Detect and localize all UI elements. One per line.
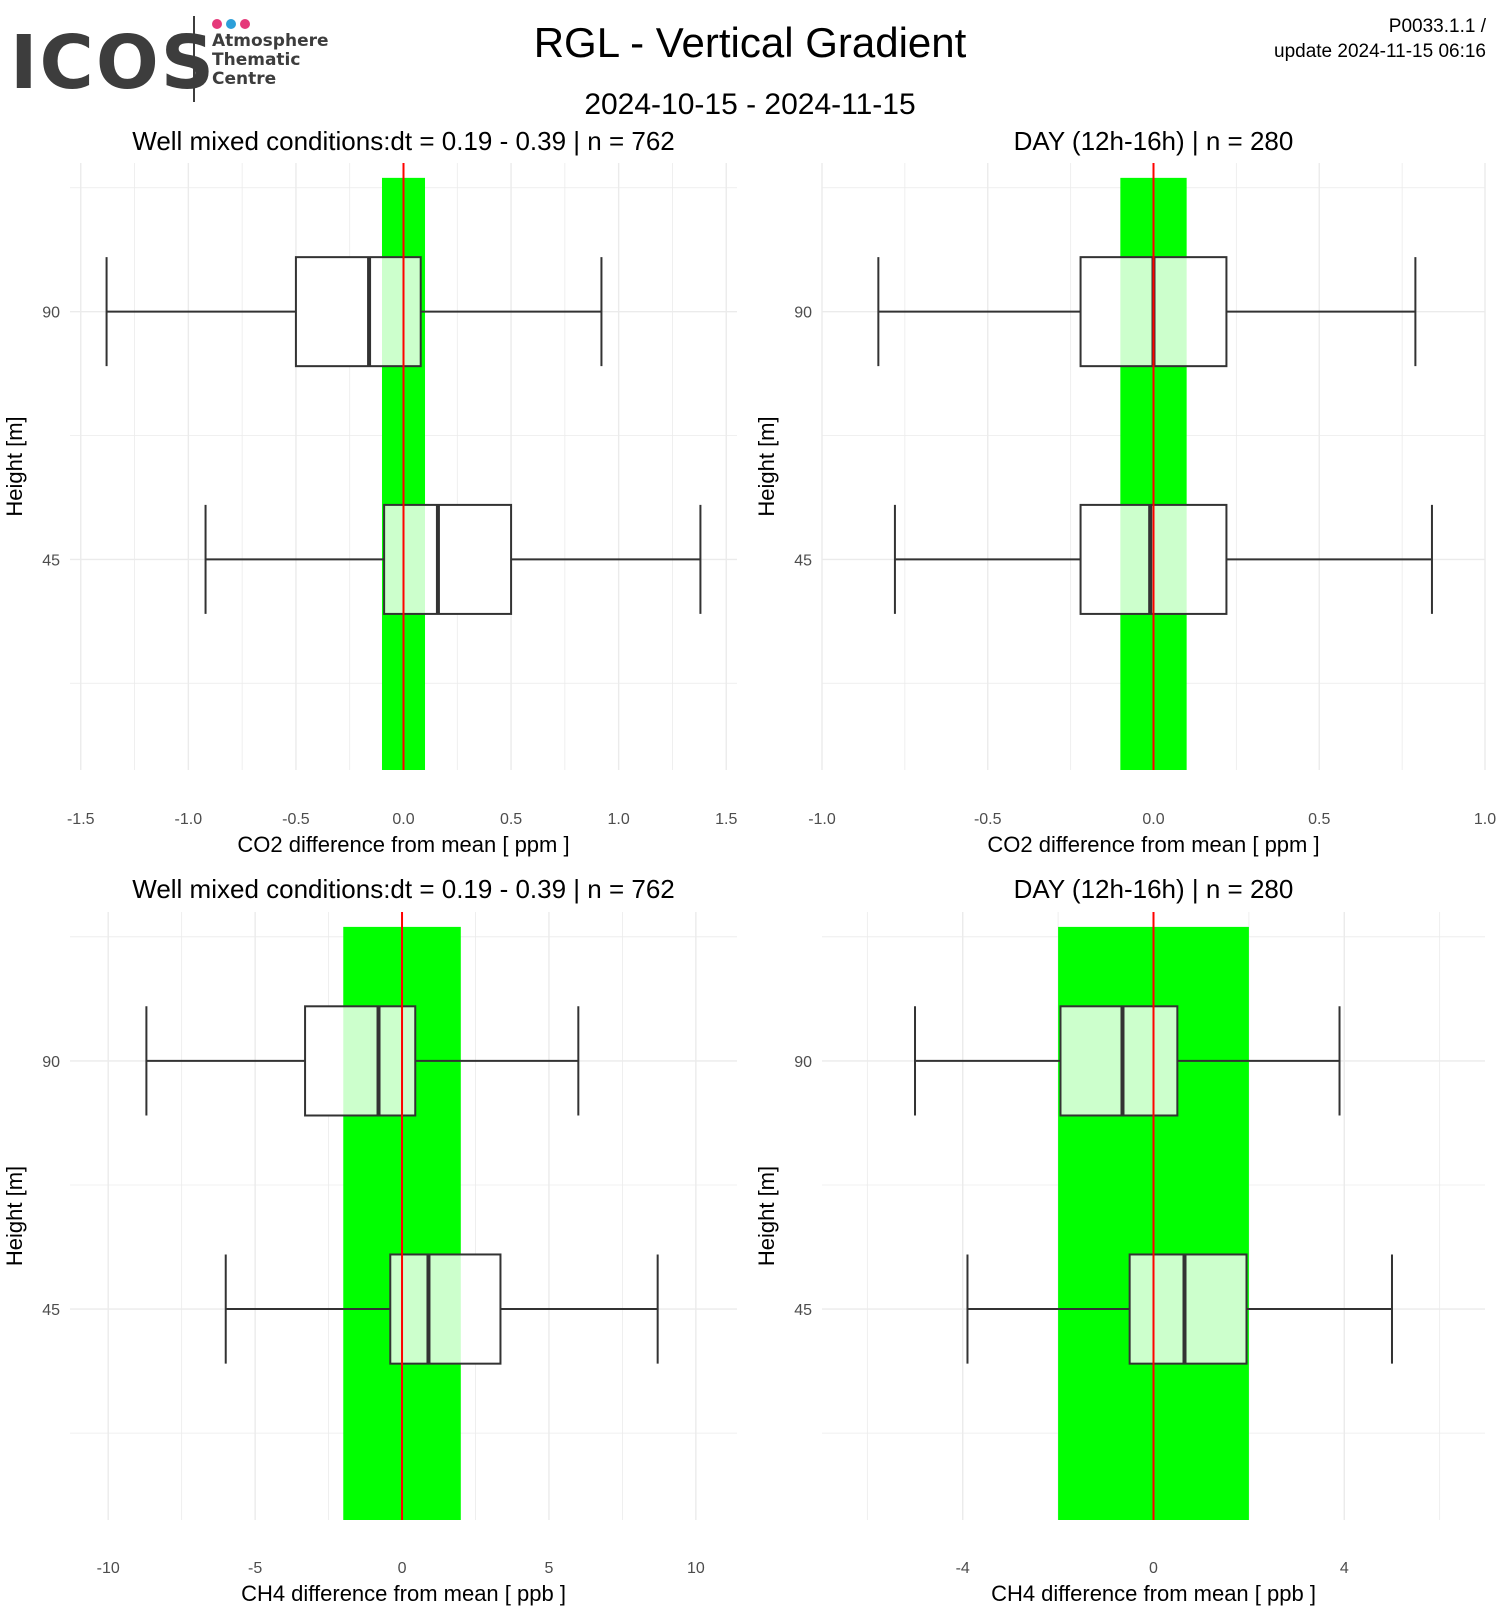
y-tick-label: 45 [42, 1302, 60, 1319]
y-tick-label: 90 [42, 305, 60, 322]
logo-dot [240, 19, 250, 29]
y-tick-label: 90 [42, 1054, 60, 1071]
x-tick-label: -10 [97, 1560, 120, 1577]
icos-logo: ICOS Atmosphere Thematic Centre [10, 14, 330, 106]
y-axis-label: Height [m] [754, 416, 779, 516]
update-timestamp: update 2024-11-15 06:16 [1274, 41, 1486, 62]
box-iqr [389, 1253, 502, 1365]
x-tick-label: 4 [1340, 1560, 1349, 1577]
x-tick-label: 0 [398, 1560, 407, 1577]
logo-divider [193, 16, 195, 102]
x-axis-label: CH4 difference from mean [ ppb ] [241, 1581, 566, 1606]
panel-title: Well mixed conditions:dt = 0.19 - 0.39 |… [132, 126, 674, 156]
box-iqr [304, 1005, 417, 1117]
box-fill [1129, 1254, 1247, 1364]
x-tick-label: 1.5 [715, 811, 737, 828]
logo-line: Centre [212, 69, 277, 89]
box-fill [381, 257, 421, 367]
box-iqr [1128, 1253, 1248, 1365]
y-tick-label: 90 [794, 1054, 812, 1071]
x-tick-label: 1.0 [1474, 811, 1496, 828]
x-tick-label: 5 [544, 1560, 553, 1577]
y-tick-label: 45 [42, 552, 60, 569]
y-tick-label: 90 [794, 305, 812, 322]
logo-dots-icon [212, 16, 254, 29]
logo-caption: Atmosphere Thematic Centre [212, 32, 329, 89]
panel-title: DAY (12h-16h) | n = 280 [1014, 874, 1294, 904]
y-tick-label: 45 [794, 552, 812, 569]
x-tick-label: -1.5 [67, 811, 95, 828]
logo-dot [212, 19, 222, 29]
x-tick-label: -0.5 [974, 811, 1002, 828]
x-tick-label: 0.0 [1142, 811, 1164, 828]
y-tick-label: 45 [794, 1302, 812, 1319]
x-tick-label: 1.0 [608, 811, 630, 828]
x-tick-label: -1.0 [808, 811, 836, 828]
panel-title: DAY (12h-16h) | n = 280 [1014, 126, 1294, 156]
box-iqr [383, 503, 513, 615]
x-tick-label: 0.5 [1308, 811, 1330, 828]
logo-line: Thematic [212, 50, 301, 70]
x-axis-label: CO2 difference from mean [ ppm ] [237, 832, 569, 857]
y-axis-label: Height [m] [2, 1166, 27, 1266]
box-fill [384, 504, 426, 614]
x-tick-label: -0.5 [282, 811, 310, 828]
version-label: P0033.1.1 / [1388, 16, 1486, 37]
x-axis-label: CH4 difference from mean [ ppb ] [991, 1581, 1316, 1606]
logo-line: Atmosphere [212, 31, 329, 51]
panel-title: Well mixed conditions:dt = 0.19 - 0.39 |… [132, 874, 674, 904]
x-tick-label: -1.0 [175, 811, 203, 828]
x-tick-label: 10 [687, 1560, 705, 1577]
logo-dot [226, 19, 236, 29]
box-iqr [1059, 1005, 1179, 1117]
date-range: 2024-10-15 - 2024-11-15 [584, 88, 916, 121]
x-tick-label: 0 [1149, 1560, 1158, 1577]
x-tick-label: -5 [248, 1560, 262, 1577]
page-title: RGL - Vertical Gradient [533, 19, 967, 66]
logo-wordmark: ICOS [10, 20, 217, 106]
x-axis-label: CO2 difference from mean [ ppm ] [987, 832, 1319, 857]
x-tick-label: 0.0 [392, 811, 414, 828]
x-tick-label: -4 [956, 1560, 970, 1577]
box-iqr [294, 256, 422, 368]
x-tick-label: 0.5 [500, 811, 522, 828]
version-info: P0033.1.1 / update 2024-11-15 06:16 [1274, 14, 1486, 64]
y-axis-label: Height [m] [754, 1166, 779, 1266]
box-fill [1060, 1006, 1178, 1116]
y-axis-label: Height [m] [2, 416, 27, 516]
